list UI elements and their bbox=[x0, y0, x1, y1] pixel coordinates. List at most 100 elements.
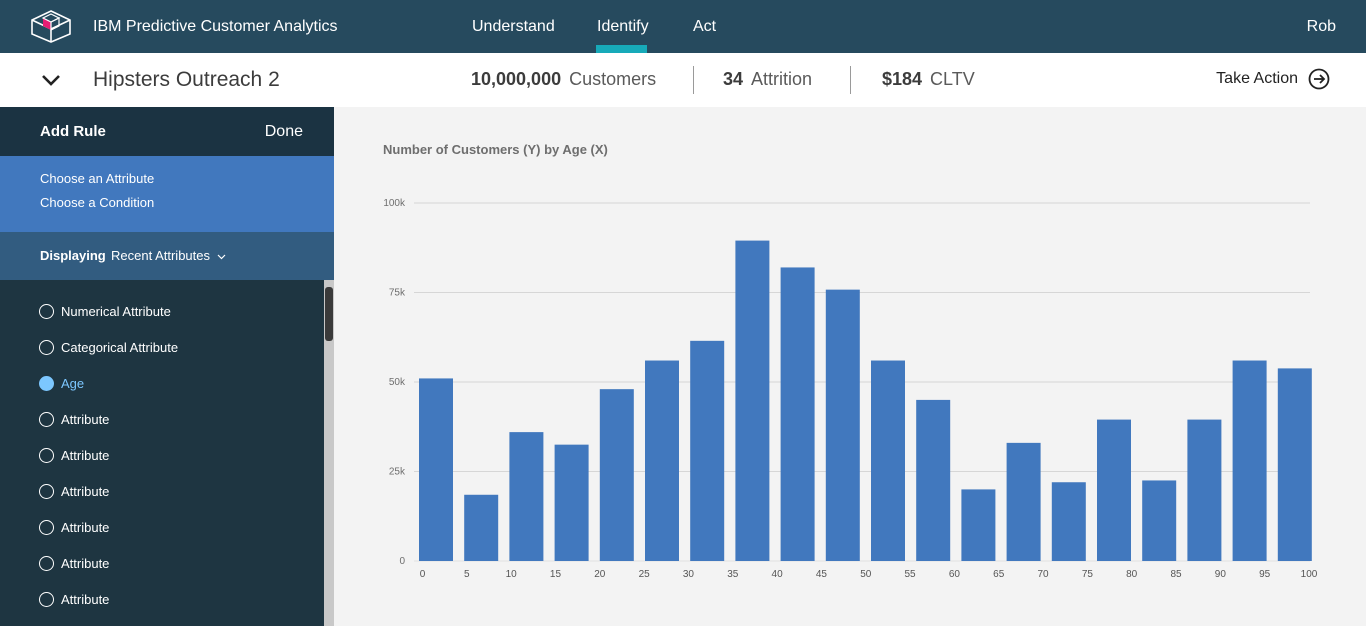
chevron-down-icon bbox=[217, 254, 226, 260]
radio-icon[interactable] bbox=[39, 339, 54, 355]
bar[interactable] bbox=[1006, 442, 1041, 561]
metric-customers: 10,000,000 Customers bbox=[471, 69, 656, 90]
x-tick-label: 100 bbox=[1301, 569, 1318, 580]
bar[interactable] bbox=[464, 494, 499, 561]
bar-chart: 0 25k 50k 75k 100k 0 5 10 15 20 25 30 35 40 45 50 55 60 65… bbox=[383, 198, 1318, 580]
nav-identify[interactable]: Identify bbox=[597, 18, 649, 35]
x-tick-label: 25 bbox=[639, 569, 651, 580]
bar[interactable] bbox=[825, 289, 860, 561]
attribute-option[interactable]: Age bbox=[39, 373, 84, 393]
take-action-button[interactable]: Take Action bbox=[1216, 68, 1330, 90]
displaying-label: Displaying bbox=[40, 248, 106, 263]
scrollbar-track[interactable] bbox=[324, 280, 334, 626]
bar[interactable] bbox=[554, 444, 589, 561]
cube-logo-icon[interactable] bbox=[28, 9, 74, 43]
radio-icon[interactable] bbox=[39, 447, 54, 463]
x-tick-label: 40 bbox=[772, 569, 784, 580]
chevron-down-icon[interactable] bbox=[40, 71, 62, 89]
x-tick-label: 55 bbox=[905, 569, 917, 580]
step-choose-attribute[interactable]: Choose an Attribute bbox=[40, 171, 155, 186]
x-tick-label: 90 bbox=[1215, 569, 1227, 580]
cltv-value: $184 bbox=[882, 69, 923, 89]
chart-title: Number of Customers (Y) by Age (X) bbox=[383, 142, 608, 157]
arrow-right-circle-icon bbox=[1308, 68, 1330, 90]
x-tick-label: 60 bbox=[949, 569, 961, 580]
bar[interactable] bbox=[690, 340, 725, 561]
radio-icon[interactable] bbox=[39, 519, 54, 535]
bar[interactable] bbox=[871, 360, 905, 561]
bar[interactable] bbox=[1232, 360, 1267, 561]
attribute-option[interactable]: Attribute bbox=[39, 589, 109, 609]
nav-act[interactable]: Act bbox=[693, 18, 717, 35]
x-tick-label: 20 bbox=[594, 569, 606, 580]
step-choose-condition[interactable]: Choose a Condition bbox=[40, 195, 155, 210]
attribute-option[interactable]: Categorical Attribute bbox=[39, 337, 178, 357]
attribute-option-label: Attribute bbox=[61, 519, 110, 535]
x-tick-label: 80 bbox=[1126, 569, 1138, 580]
x-tick-label: 45 bbox=[816, 569, 828, 580]
nav-understand[interactable]: Understand bbox=[472, 18, 555, 35]
bar[interactable] bbox=[509, 432, 544, 561]
radio-icon[interactable] bbox=[39, 483, 54, 499]
bar[interactable] bbox=[916, 399, 951, 561]
bar[interactable] bbox=[419, 378, 453, 561]
chart-area: Number of Customers (Y) by Age (X) 0 25k 5… bbox=[334, 107, 1366, 626]
take-action-label: Take Action bbox=[1216, 70, 1298, 87]
bar[interactable] bbox=[961, 489, 996, 561]
x-tick-label: 95 bbox=[1259, 569, 1271, 580]
bar[interactable] bbox=[645, 360, 679, 561]
metric-cltv: $184 CLTV bbox=[882, 69, 975, 90]
x-tick-label: 5 bbox=[464, 569, 470, 580]
bar[interactable] bbox=[735, 240, 770, 561]
bar[interactable] bbox=[780, 267, 815, 561]
radio-icon[interactable] bbox=[39, 411, 54, 427]
radio-icon[interactable] bbox=[39, 303, 54, 319]
displaying-dropdown[interactable]: Recent Attributes bbox=[111, 248, 226, 263]
x-tick-label: 30 bbox=[683, 569, 695, 580]
panel-title: Add Rule bbox=[40, 123, 106, 140]
attribute-option[interactable]: Attribute bbox=[39, 445, 109, 465]
attribute-option[interactable]: Numerical Attribute bbox=[39, 301, 171, 321]
attribute-option[interactable]: Attribute bbox=[39, 481, 109, 501]
user-menu[interactable]: Rob bbox=[1306, 18, 1336, 35]
attribute-option-label: Attribute bbox=[61, 411, 110, 427]
bar[interactable] bbox=[1051, 482, 1086, 561]
attribute-option-label: Attribute bbox=[61, 447, 110, 463]
x-tick-label: 35 bbox=[727, 569, 739, 580]
panel-header: Add Rule Done bbox=[0, 107, 334, 156]
attrition-value: 34 bbox=[723, 69, 744, 89]
top-bar: IBM Predictive Customer Analytics Unders… bbox=[0, 0, 1366, 53]
bar[interactable] bbox=[1142, 480, 1177, 561]
x-tick-label: 65 bbox=[993, 569, 1005, 580]
y-tick-label: 100k bbox=[383, 198, 406, 209]
displaying-filter: Displaying Recent Attributes bbox=[0, 232, 334, 280]
divider bbox=[693, 66, 694, 94]
attribute-option-label: Categorical Attribute bbox=[61, 339, 179, 355]
bar[interactable] bbox=[1277, 368, 1312, 561]
rule-steps: Choose an Attribute Choose a Condition bbox=[0, 156, 334, 232]
attribute-option[interactable]: Attribute bbox=[39, 517, 109, 537]
done-button[interactable]: Done bbox=[264, 123, 303, 140]
x-tick-label: 85 bbox=[1170, 569, 1182, 580]
attribute-option[interactable]: Attribute bbox=[39, 553, 109, 573]
bar[interactable] bbox=[1097, 419, 1131, 561]
radio-icon[interactable] bbox=[39, 591, 54, 607]
scrollbar-thumb[interactable] bbox=[325, 287, 333, 341]
x-tick-label: 0 bbox=[420, 569, 426, 580]
y-tick-label: 50k bbox=[389, 377, 406, 388]
bar[interactable] bbox=[599, 389, 634, 561]
customers-value: 10,000,000 bbox=[471, 69, 562, 89]
y-tick-label: 25k bbox=[389, 467, 406, 478]
nav-active-indicator bbox=[596, 45, 647, 53]
x-tick-label: 50 bbox=[860, 569, 872, 580]
bar[interactable] bbox=[1187, 419, 1222, 561]
attribute-option-label: Age bbox=[61, 375, 85, 391]
attribute-option-label: Attribute bbox=[61, 483, 110, 499]
attribute-option-label: Attribute bbox=[61, 555, 110, 571]
attribute-option-label: Numerical Attribute bbox=[61, 303, 171, 319]
radio-selected-icon[interactable] bbox=[39, 375, 54, 391]
attribute-option[interactable]: Attribute bbox=[39, 409, 109, 429]
x-tick-label: 75 bbox=[1082, 569, 1094, 580]
radio-icon[interactable] bbox=[39, 555, 54, 571]
segment-title: Hipsters Outreach 2 bbox=[93, 68, 280, 91]
